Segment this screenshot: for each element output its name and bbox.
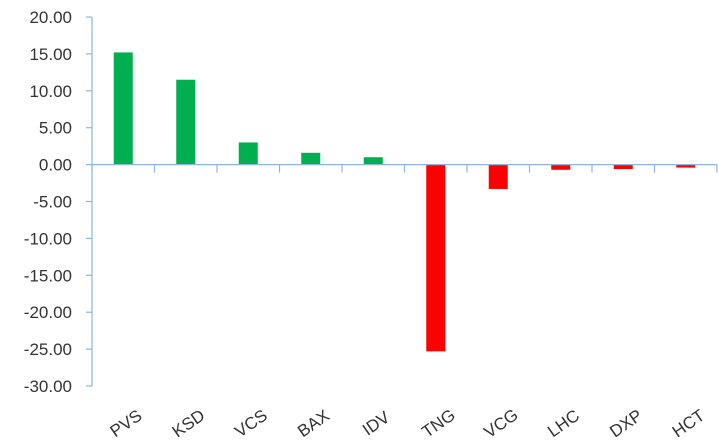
x-tick-label: VCG	[481, 405, 522, 442]
x-tick-label: DXP	[606, 406, 646, 442]
y-tick-label: 20.00	[29, 8, 72, 27]
x-tick-label: VCS	[231, 406, 271, 442]
x-tick-label: IDV	[359, 407, 394, 439]
bar-dxp	[613, 164, 633, 170]
y-tick-label: 0.00	[39, 156, 72, 175]
y-tick-label: -20.00	[24, 303, 72, 322]
x-tick-label: BAX	[294, 406, 333, 441]
bar-ksd	[176, 79, 196, 165]
x-tick-label: LHC	[544, 406, 583, 441]
bar-lhc	[551, 164, 571, 170]
y-tick-label: -30.00	[24, 377, 72, 396]
bar-tng	[426, 164, 446, 352]
bar-idv	[363, 157, 383, 165]
x-tick-label: KSD	[169, 406, 209, 442]
bar-pvs	[113, 52, 133, 165]
x-tick-label: PVS	[107, 406, 146, 441]
y-tick-label: -10.00	[24, 229, 72, 248]
bar-vcg	[488, 164, 508, 189]
y-tick-label: 10.00	[29, 82, 72, 101]
y-tick-label: -15.00	[24, 266, 72, 285]
x-tick-label: HCT	[669, 406, 709, 442]
bar-hct	[676, 164, 696, 168]
y-tick-label: -25.00	[24, 340, 72, 359]
y-tick-label: -5.00	[33, 193, 72, 212]
y-tick-label: 5.00	[39, 119, 72, 138]
y-tick-label: 15.00	[29, 45, 72, 64]
bar-bax	[301, 152, 321, 165]
bar-vcs	[238, 142, 258, 165]
x-tick-label: TNG	[418, 405, 458, 441]
